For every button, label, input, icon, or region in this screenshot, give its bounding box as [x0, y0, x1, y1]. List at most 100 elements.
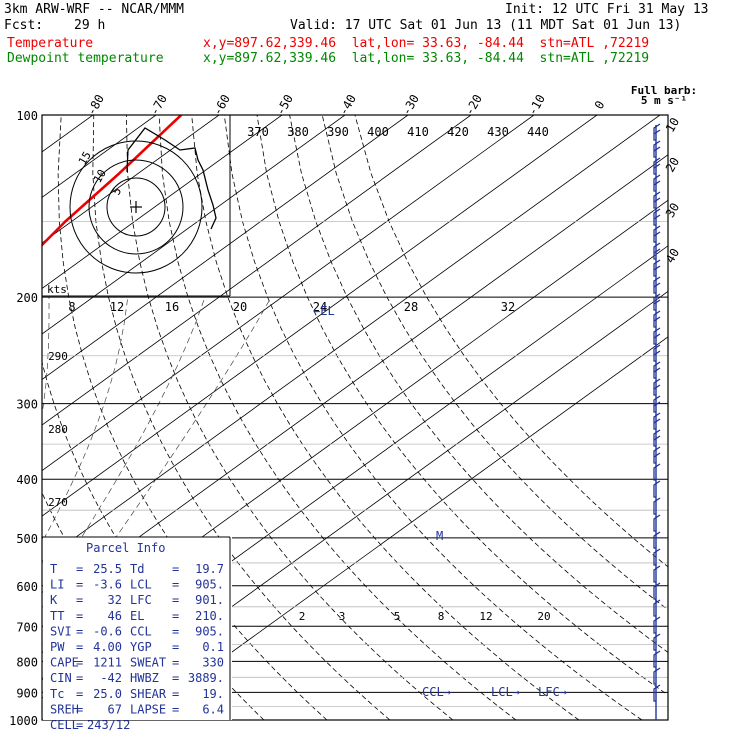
parcel-info-cell: SVI: [50, 624, 72, 638]
theta-label: 390: [327, 125, 349, 139]
parcel-info-eq: =: [76, 562, 83, 576]
parcel-info-cell: 46: [108, 609, 122, 623]
wind-barb: [653, 129, 661, 135]
mixing-ratio-label: 20: [537, 610, 550, 623]
parcel-info-eq: =: [172, 702, 179, 716]
wind-barb: [653, 565, 661, 583]
parcel-info-cell: -42: [100, 671, 122, 685]
barb-legend-value: 5 m s⁻¹: [641, 94, 687, 107]
dewpoint-info: x,y=897.62,339.46 lat,lon= 33.63, -84.44…: [203, 51, 650, 66]
parcel-info-cell: LAPSE: [130, 702, 166, 716]
mixing-ratio-label: 12: [479, 610, 492, 623]
isotherm-line: [42, 115, 283, 289]
wind-barb: [653, 548, 661, 566]
parcel-info-eq: =: [76, 671, 83, 685]
pressure-tick-label: 1000: [9, 714, 38, 728]
theta-left-label: 270: [48, 496, 68, 509]
theta-label: 420: [447, 125, 469, 139]
isotherm-line: [42, 115, 472, 426]
hodograph-speed-label: 24: [313, 300, 327, 314]
isotherm-label: 20: [663, 155, 682, 175]
wind-barb: [653, 197, 661, 203]
mixing-ratio-label: 5: [394, 610, 401, 623]
parcel-info-cell: YGP: [130, 640, 152, 654]
parcel-info-title: Parcel Info: [86, 541, 165, 555]
annotation-el: ←EL: [313, 304, 335, 318]
parcel-info-eq: =: [172, 656, 179, 670]
wind-barb: [653, 248, 661, 254]
parcel-info-cell: LI: [50, 578, 64, 592]
pressure-tick-label: 800: [16, 655, 38, 669]
isotherm-line: [42, 115, 661, 563]
isotherm-line: [42, 115, 220, 244]
annotation-lcl: LCL→: [491, 685, 520, 699]
dry-adiabat: [256, 115, 668, 696]
parcel-info-cell: 19.: [202, 687, 224, 701]
parcel-info-cell: 6.4: [202, 702, 224, 716]
wind-barb: [653, 684, 661, 702]
isotherm-line: [42, 154, 668, 608]
theta-label: 400: [367, 125, 389, 139]
wind-barb: [653, 401, 661, 407]
parcel-info-cell: 25.0: [93, 687, 122, 701]
isotherm-line: [42, 115, 535, 472]
isotherm-label: -10: [525, 92, 548, 118]
hodograph-speed-label: 32: [501, 300, 515, 314]
parcel-info-cell: HWBZ: [130, 671, 159, 685]
valid-time: Valid: 17 UTC Sat 01 Jun 13 (11 MDT Sat …: [290, 18, 682, 33]
wind-barb: [653, 463, 661, 481]
annotation-lfc: LFC→: [538, 685, 567, 699]
parcel-info-cell: T: [50, 562, 57, 576]
theta-label: 440: [527, 125, 549, 139]
parcel-info-cell: 905.: [195, 624, 224, 638]
wind-barb: [653, 514, 661, 532]
wind-barb: [653, 418, 661, 424]
wind-barb: [653, 231, 661, 237]
theta-label: 430: [487, 125, 509, 139]
parcel-info-cell: CIN: [50, 671, 72, 685]
wind-barb: [653, 180, 661, 186]
isotherm-label: 0: [592, 98, 608, 111]
init-time: Init: 12 UTC Fri 31 May 13: [505, 2, 709, 17]
parcel-info-box: [43, 537, 232, 720]
parcel-info-cell: 4.00: [93, 640, 122, 654]
parcel-info-cell: -3.6: [93, 578, 122, 592]
wind-barb: [653, 299, 661, 305]
parcel-info-cell: Tc: [50, 687, 64, 701]
hodograph-speed-label: 16: [165, 300, 179, 314]
parcel-info-cell: CELL: [50, 718, 79, 732]
dry-adiabat: [223, 115, 643, 720]
parcel-info-cell: LCL: [130, 578, 152, 592]
isotherm-line: [137, 336, 668, 720]
isotherm-label: -20: [462, 92, 485, 118]
wind-barb: [653, 367, 661, 373]
hodograph-ring-label: 5: [110, 185, 125, 197]
parcel-info-cell: CAPE: [50, 656, 79, 670]
parcel-info-cell: 330: [202, 656, 224, 670]
parcel-info-eq: =: [76, 687, 83, 701]
parcel-info-eq: =: [172, 671, 179, 685]
wind-barb: [653, 316, 661, 322]
parcel-info-eq: =: [172, 593, 179, 607]
hodograph-unit: kts: [47, 283, 67, 296]
hodograph-speed-label: 20: [233, 300, 247, 314]
theta-label: 370: [247, 125, 269, 139]
wind-barb: [653, 214, 661, 220]
wind-barb: [653, 531, 661, 549]
wind-barb: [653, 582, 661, 600]
parcel-info-cell: 67: [108, 702, 122, 716]
parcel-info-cell: CCL: [130, 624, 152, 638]
forecast-label: Fcst:: [4, 18, 44, 33]
temperature-info: x,y=897.62,339.46 lat,lon= 33.63, -84.44…: [203, 36, 650, 51]
parcel-info-eq: =: [76, 718, 83, 732]
isotherm-label: 40: [663, 246, 682, 266]
parcel-info-cell: Td: [130, 562, 144, 576]
theta-label: 410: [407, 125, 429, 139]
annotation-ccl: CCL→: [422, 685, 451, 699]
hodograph-ring: [88, 159, 184, 255]
parcel-info-cell: EL: [130, 609, 144, 623]
parcel-info-cell: PW: [50, 640, 65, 654]
parcel-info-cell: 1211: [93, 656, 122, 670]
parcel-info-cell: SHEAR: [130, 687, 167, 701]
pressure-tick-label: 900: [16, 686, 38, 700]
